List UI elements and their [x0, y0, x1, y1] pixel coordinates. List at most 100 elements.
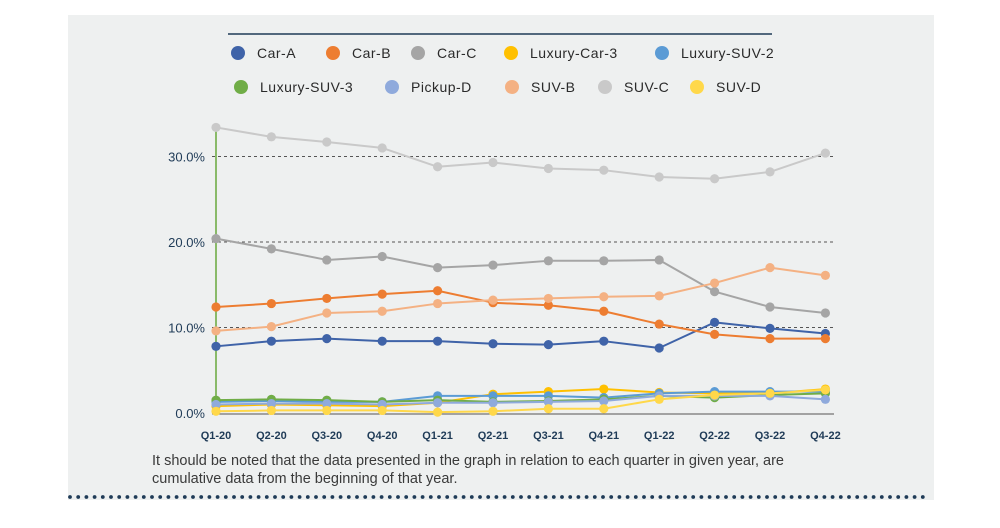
- data-point-suv-d: [599, 404, 609, 414]
- x-tick-label: Q1-21: [422, 430, 453, 442]
- legend-marker: [504, 46, 518, 60]
- separator-dot: [625, 495, 630, 499]
- gridlines: [212, 156, 834, 328]
- separator-dot: [125, 495, 130, 499]
- separator-dot: [469, 495, 474, 499]
- data-point-suv-c: [654, 172, 664, 182]
- legend-marker: [231, 46, 245, 60]
- legend-label: Luxury-Car-3: [530, 45, 618, 61]
- data-point-car-b: [322, 293, 332, 304]
- separator-dot: [699, 495, 704, 499]
- separator-dot: [683, 495, 687, 499]
- x-tick-label: Q2-22: [699, 430, 730, 442]
- separator-dot: [912, 495, 917, 499]
- data-point-suv-c: [599, 165, 609, 175]
- data-point-suv-c: [820, 148, 831, 158]
- data-point-suv-d: [322, 405, 332, 416]
- legend-marker: [411, 46, 425, 60]
- data-point-suv-c: [765, 167, 775, 177]
- separator-dot: [264, 495, 269, 499]
- separator-dot: [396, 495, 400, 499]
- data-point-pickup-d: [599, 396, 609, 406]
- separator-dot: [412, 495, 417, 499]
- data-point-suv-c: [433, 162, 443, 172]
- data-point-suv-d: [765, 388, 775, 398]
- data-point-suv-b: [599, 292, 609, 302]
- series-line-suv-b: [215, 266, 826, 332]
- separator-dot: [150, 495, 154, 499]
- legend-item-suv-c: SUV-C: [598, 79, 669, 95]
- separator-dot: [822, 495, 827, 499]
- separator-dot: [428, 495, 433, 499]
- legend-label: Pickup-D: [411, 79, 472, 95]
- legend-item-luxury-suv-2: Luxury-SUV-2: [655, 45, 774, 61]
- data-point-car-c: [488, 260, 498, 270]
- separator-dot: [109, 495, 113, 499]
- separator-dot: [617, 495, 622, 499]
- x-tick-label: Q2-21: [478, 430, 509, 442]
- legend-item-luxury-suv-3: Luxury-SUV-3: [234, 79, 353, 95]
- separator-dot: [223, 495, 228, 499]
- legend-item-car-b: Car-B: [326, 45, 391, 61]
- separator-dot: [855, 495, 860, 499]
- separator-dot: [765, 495, 769, 499]
- data-point-pickup-d: [820, 394, 831, 404]
- separator-dot: [182, 495, 187, 499]
- legend-label: SUV-D: [716, 79, 761, 95]
- separator-dot: [371, 495, 376, 499]
- legend-label: Luxury-SUV-2: [681, 45, 774, 61]
- legend-marker: [655, 46, 669, 60]
- data-point-suv-b: [211, 326, 221, 336]
- separator-dot: [871, 495, 876, 499]
- separator-dot: [133, 495, 138, 499]
- separator-dot: [273, 495, 277, 499]
- data-point-suv-d: [654, 394, 664, 404]
- separator-dot: [740, 495, 745, 499]
- separator-dot: [404, 495, 409, 499]
- legend: Car-A Car-B Car-C Luxury-Car-3 Luxury-SUV-2 L…: [231, 45, 774, 95]
- separator-dot: [601, 495, 605, 499]
- separator-dot: [510, 495, 515, 499]
- y-tick-label: 20.0%: [168, 235, 205, 250]
- series-line-car-a: [215, 321, 826, 350]
- separator-dot: [305, 495, 310, 499]
- data-point-car-c: [765, 302, 775, 312]
- separator-dot: [158, 495, 163, 499]
- series-line-suv-c: [215, 126, 826, 180]
- separator-dot: [240, 495, 245, 499]
- data-point-car-b: [377, 289, 387, 299]
- separator-dot: [847, 495, 851, 499]
- separator-dot: [502, 495, 507, 499]
- separator-dot: [715, 495, 720, 499]
- separator-dot: [330, 495, 335, 499]
- legend-item-suv-d: SUV-D: [690, 79, 761, 95]
- separator-dot: [691, 495, 696, 499]
- legend-item-pickup-d: Pickup-D: [385, 79, 472, 95]
- data-point-suv-b: [433, 298, 443, 309]
- data-point-suv-c: [377, 143, 387, 153]
- legend-marker: [598, 80, 612, 94]
- x-axis: Q1-20 Q2-20 Q3-20 Q4-20 Q1-21 Q2-21 Q3-21 Q4-21…: [201, 413, 841, 442]
- data-point-car-c: [654, 255, 664, 265]
- separator-dot: [568, 495, 573, 499]
- legend-marker: [385, 80, 399, 94]
- data-point-suv-d: [820, 385, 831, 395]
- separator-dot: [814, 495, 819, 499]
- data-point-suv-b: [710, 278, 720, 288]
- data-point-pickup-d: [322, 398, 332, 409]
- separator-dot: [494, 495, 499, 499]
- x-tick-label: Q3-20: [312, 430, 343, 442]
- separator-dot: [248, 495, 253, 499]
- data-point-pickup-d: [266, 398, 276, 409]
- data-point-car-a: [322, 334, 332, 344]
- series-line-car-b: [215, 289, 826, 340]
- separator-dot: [199, 495, 204, 499]
- separator-dot: [527, 495, 532, 499]
- separator-dot: [117, 495, 122, 499]
- separator-dot: [92, 495, 97, 499]
- separator-dot: [781, 495, 786, 499]
- separator-dot: [256, 495, 261, 499]
- x-tick-label: Q4-20: [367, 430, 398, 442]
- data-point-car-c: [433, 263, 443, 273]
- separator-dot: [297, 495, 302, 499]
